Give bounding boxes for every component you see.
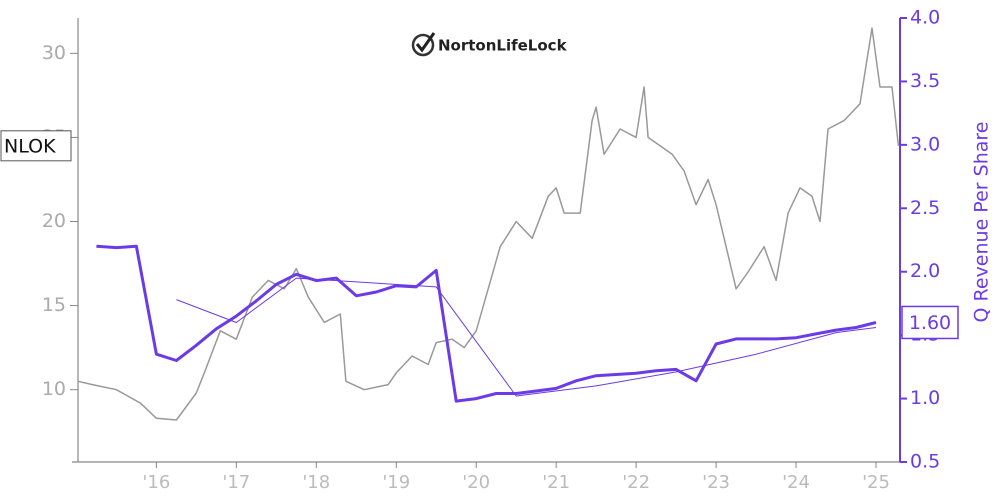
x-tick-label: '16 [142, 472, 170, 493]
x-tick-label: '18 [302, 472, 330, 493]
y2-tick-label: 3.5 [910, 70, 940, 92]
y2-tick-label: 2.0 [910, 260, 940, 282]
series-line [176, 277, 877, 397]
x-tick-label: '24 [782, 472, 810, 493]
y2-tick-label: 2.5 [910, 197, 940, 219]
price-tag [0, 130, 72, 162]
price-tag-label: NLOK [4, 135, 56, 157]
x-tick-label: '20 [462, 472, 490, 493]
y2-tick-label: 4.0 [910, 7, 940, 29]
x-tick-label: '19 [382, 472, 410, 493]
x-tick-label: '25 [862, 472, 890, 493]
y-tick-label: 20 [42, 210, 66, 232]
logo-icon [411, 33, 435, 57]
y-tick-label: 30 [42, 42, 66, 64]
logo-text: NortonLifeLock [438, 37, 568, 55]
y-tick-label: 15 [42, 294, 66, 316]
logo-check [415, 32, 436, 53]
y2-axis-label: Q Revenue Per Share [971, 122, 993, 323]
y-tick-label: 10 [42, 378, 66, 400]
x-tick-label: '23 [702, 472, 730, 493]
x-tick-label: '22 [622, 472, 650, 493]
y2-tick-label: 3.0 [910, 133, 940, 155]
x-tick-label: '21 [542, 472, 570, 493]
series-line [96, 244, 877, 403]
x-tick-label: '17 [222, 472, 250, 493]
value-tag [901, 305, 959, 340]
logo: NortonLifeLock [411, 32, 568, 57]
series-line [77, 27, 900, 421]
y2-tick-label: 0.5 [910, 451, 940, 473]
value-tag-label: 1.60 [909, 312, 951, 334]
y2-tick-label: 1.0 [910, 387, 940, 409]
